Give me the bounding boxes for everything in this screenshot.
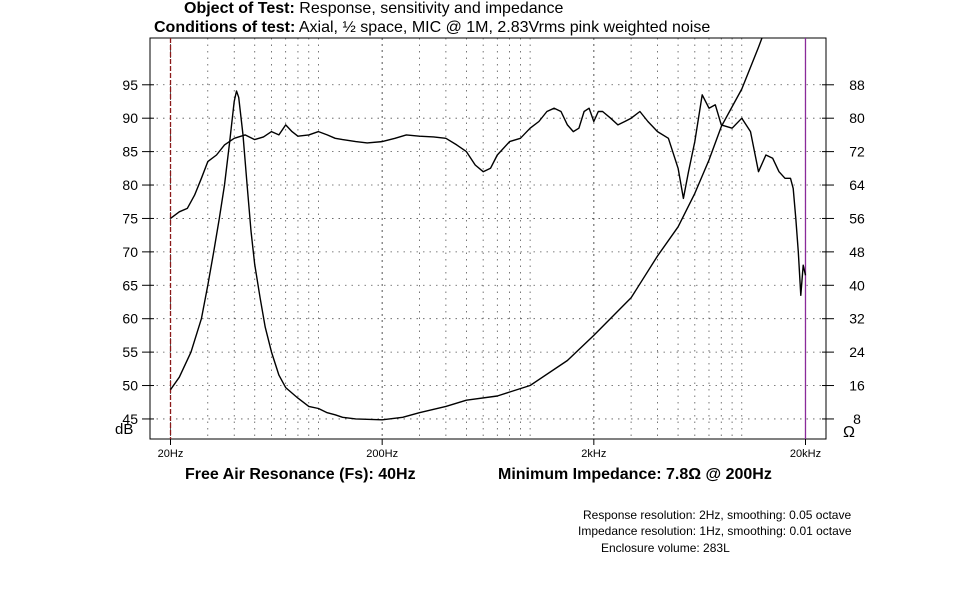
left-tick-label: 50 xyxy=(122,378,138,394)
right-tick-label: 8 xyxy=(853,411,861,427)
object-of-test-line: Object of Test: Response, sensitivity an… xyxy=(184,0,563,18)
left-tick-label: 45 xyxy=(122,411,138,427)
left-axis-unit: dB xyxy=(115,421,133,438)
right-tick-label: 16 xyxy=(849,378,865,394)
right-tick-label: 56 xyxy=(849,210,865,226)
impedance-resolution-note: Impedance resolution: 1Hz, smoothing: 0.… xyxy=(578,524,852,538)
left-tick-label: 75 xyxy=(122,210,138,226)
right-tick-label: 64 xyxy=(849,177,865,193)
x-tick-label: 200Hz xyxy=(366,448,398,460)
response-resolution-note: Response resolution: 2Hz, smoothing: 0.0… xyxy=(583,508,852,522)
series-traces xyxy=(169,38,807,421)
x-tick-label: 20kHz xyxy=(790,448,821,460)
conditions-of-test-label: Conditions of test: xyxy=(154,19,296,36)
free-air-resonance: Free Air Resonance (Fs): 40Hz xyxy=(185,466,416,483)
object-of-test-label: Object of Test: xyxy=(184,0,295,17)
x-tick-label: 2kHz xyxy=(581,448,606,460)
plot-frame xyxy=(149,37,827,440)
left-tick-label: 90 xyxy=(122,110,138,126)
axis-ticks: 45 50 55 60 65 70 75 80 85 90 95 8 16 24 32 40 48 56 64 72 8… xyxy=(122,77,865,460)
response-trace xyxy=(170,94,807,296)
right-tick-label: 24 xyxy=(849,344,865,360)
minimum-impedance: Minimum Impedance: 7.8Ω @ 200Hz xyxy=(498,466,772,483)
enclosure-volume-note: Enclosure volume: 283L xyxy=(601,541,730,555)
frequency-markers xyxy=(169,38,807,439)
x-tick-label: 20Hz xyxy=(158,448,184,460)
right-tick-label: 88 xyxy=(849,77,865,93)
impedance-trace xyxy=(169,38,763,421)
right-tick-label: 48 xyxy=(849,244,865,260)
left-tick-label: 55 xyxy=(122,344,138,360)
left-tick-label: 70 xyxy=(122,244,138,260)
right-tick-label: 32 xyxy=(849,311,865,327)
left-tick-label: 80 xyxy=(122,177,138,193)
right-tick-label: 72 xyxy=(849,144,865,160)
grid xyxy=(150,38,826,439)
conditions-of-test-line: Conditions of test: Axial, ½ space, MIC … xyxy=(154,19,710,37)
object-of-test-value: Response, sensitivity and impedance xyxy=(299,0,564,17)
right-axis-unit: Ω xyxy=(843,424,855,441)
left-tick-label: 65 xyxy=(122,277,138,293)
left-tick-label: 85 xyxy=(122,144,138,160)
left-tick-label: 95 xyxy=(122,77,138,93)
right-tick-label: 80 xyxy=(849,110,865,126)
conditions-of-test-value: Axial, ½ space, MIC @ 1M, 2.83Vrms pink … xyxy=(298,19,711,36)
left-tick-label: 60 xyxy=(122,311,138,327)
right-tick-label: 40 xyxy=(849,277,865,293)
